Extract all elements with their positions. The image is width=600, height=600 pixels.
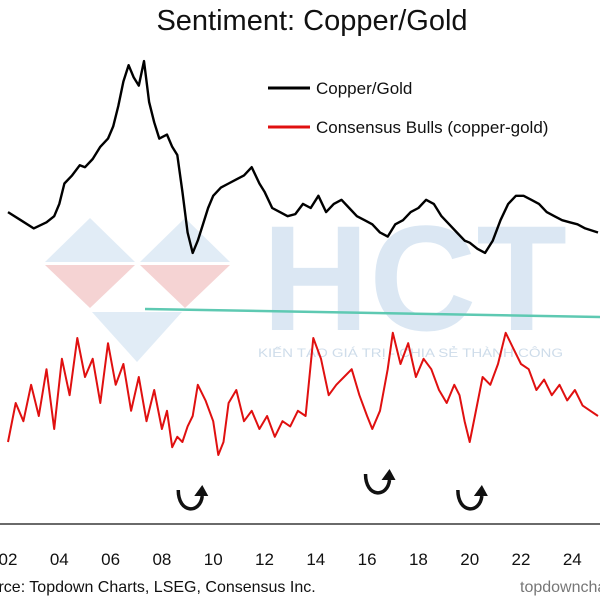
watermark-triangle-red-left	[45, 265, 135, 308]
source-note: Source: Topdown Charts, LSEG, Consensus …	[0, 579, 316, 596]
series-line-copper-gold	[7, 59, 599, 255]
chart-title: Sentiment: Copper/Gold	[156, 5, 467, 37]
watermark-logo-text: HCT	[262, 194, 567, 362]
reversal-arrow-head	[381, 469, 396, 480]
x-tick-label-12: 12	[255, 550, 274, 569]
support-trendline	[144, 307, 600, 319]
reversal-arrow-head	[473, 485, 488, 496]
x-tick-label-16: 16	[358, 550, 377, 569]
reversal-arrow-curve	[176, 489, 205, 511]
x-tick-label-02: 02	[0, 550, 17, 569]
legend-label-copper-gold: Copper/Gold	[316, 79, 412, 98]
watermark-triangle-top-left	[45, 218, 135, 262]
x-tick-label-08: 08	[152, 550, 171, 569]
reversal-arrows	[176, 469, 488, 511]
reversal-arrow-head	[194, 485, 209, 496]
x-tick-label-24: 24	[563, 550, 582, 569]
x-tick-label-10: 10	[204, 550, 223, 569]
x-axis-ticks: 02 04 06 08 10 12 14 16 18 20 22 24	[0, 550, 582, 569]
x-tick-label-06: 06	[101, 550, 120, 569]
credit-text: topdowncharts.com	[520, 579, 600, 596]
x-tick-label-20: 20	[460, 550, 479, 569]
x-tick-label-22: 22	[512, 550, 531, 569]
series-line-consensus-bulls	[7, 331, 599, 456]
x-tick-label-04: 04	[50, 550, 69, 569]
reversal-arrow-curve	[363, 473, 392, 495]
legend-label-consensus-bulls: Consensus Bulls (copper-gold)	[316, 118, 548, 137]
watermark-triangle-red-right	[140, 265, 230, 308]
reversal-arrow-curve	[456, 489, 484, 511]
x-tick-label-18: 18	[409, 550, 428, 569]
hct-watermark-logo: HCT KIẾN TẠO GIÁ TRỊ - CHIA SẺ THÀNH CÔN…	[45, 194, 567, 362]
watermark-triangle-top-right	[140, 218, 230, 262]
watermark-triangle-bottom	[92, 312, 182, 362]
x-tick-label-14: 14	[306, 550, 325, 569]
